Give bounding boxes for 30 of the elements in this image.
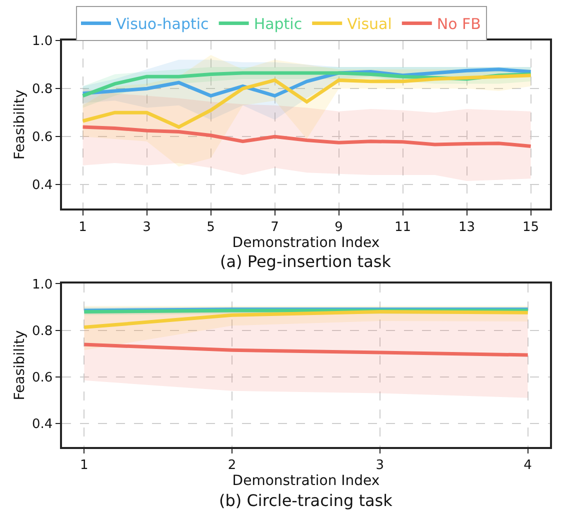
y-tick-label: 0.6 [32,370,53,386]
y-tick-label: 0.4 [32,417,53,432]
y-tick-label: 1.0 [32,277,53,292]
x-tick-label: 15 [522,220,540,235]
legend-label: No FB [436,15,481,34]
x-tick-label: 5 [206,220,215,235]
x-tick-label: 9 [334,220,343,235]
legend-label: Visual [347,15,392,34]
y-tick-label: 0.4 [32,178,53,194]
x-tick-label: 1 [78,220,87,235]
y-axis-title: Feasibility [12,90,28,160]
text: (a) Peg-insertion task [220,252,392,271]
y-tick-label: 0.8 [32,324,53,339]
x-axis-title: Demonstration Index [232,473,380,490]
y-tick-label: 0.8 [32,82,53,98]
x-tick-label: 1 [80,458,88,474]
x-tick-label: 13 [458,220,476,235]
x-tick-label: 3 [376,458,384,474]
legend-label: Visuo-haptic [116,15,209,34]
text: (b) Circle-tracing task [219,491,394,510]
x-tick-label: 11 [394,220,412,235]
legend-label: Haptic [254,15,302,34]
x-tick-label: 3 [142,220,151,235]
y-axis-title: Feasibility [12,330,28,400]
x-axis-title: Demonstration Index [232,234,380,251]
x-tick-label: 7 [270,220,279,235]
x-tick-label: 2 [228,458,236,474]
y-tick-label: 0.6 [32,130,53,146]
y-tick-label: 1.0 [32,34,53,50]
x-tick-label: 4 [524,458,532,474]
